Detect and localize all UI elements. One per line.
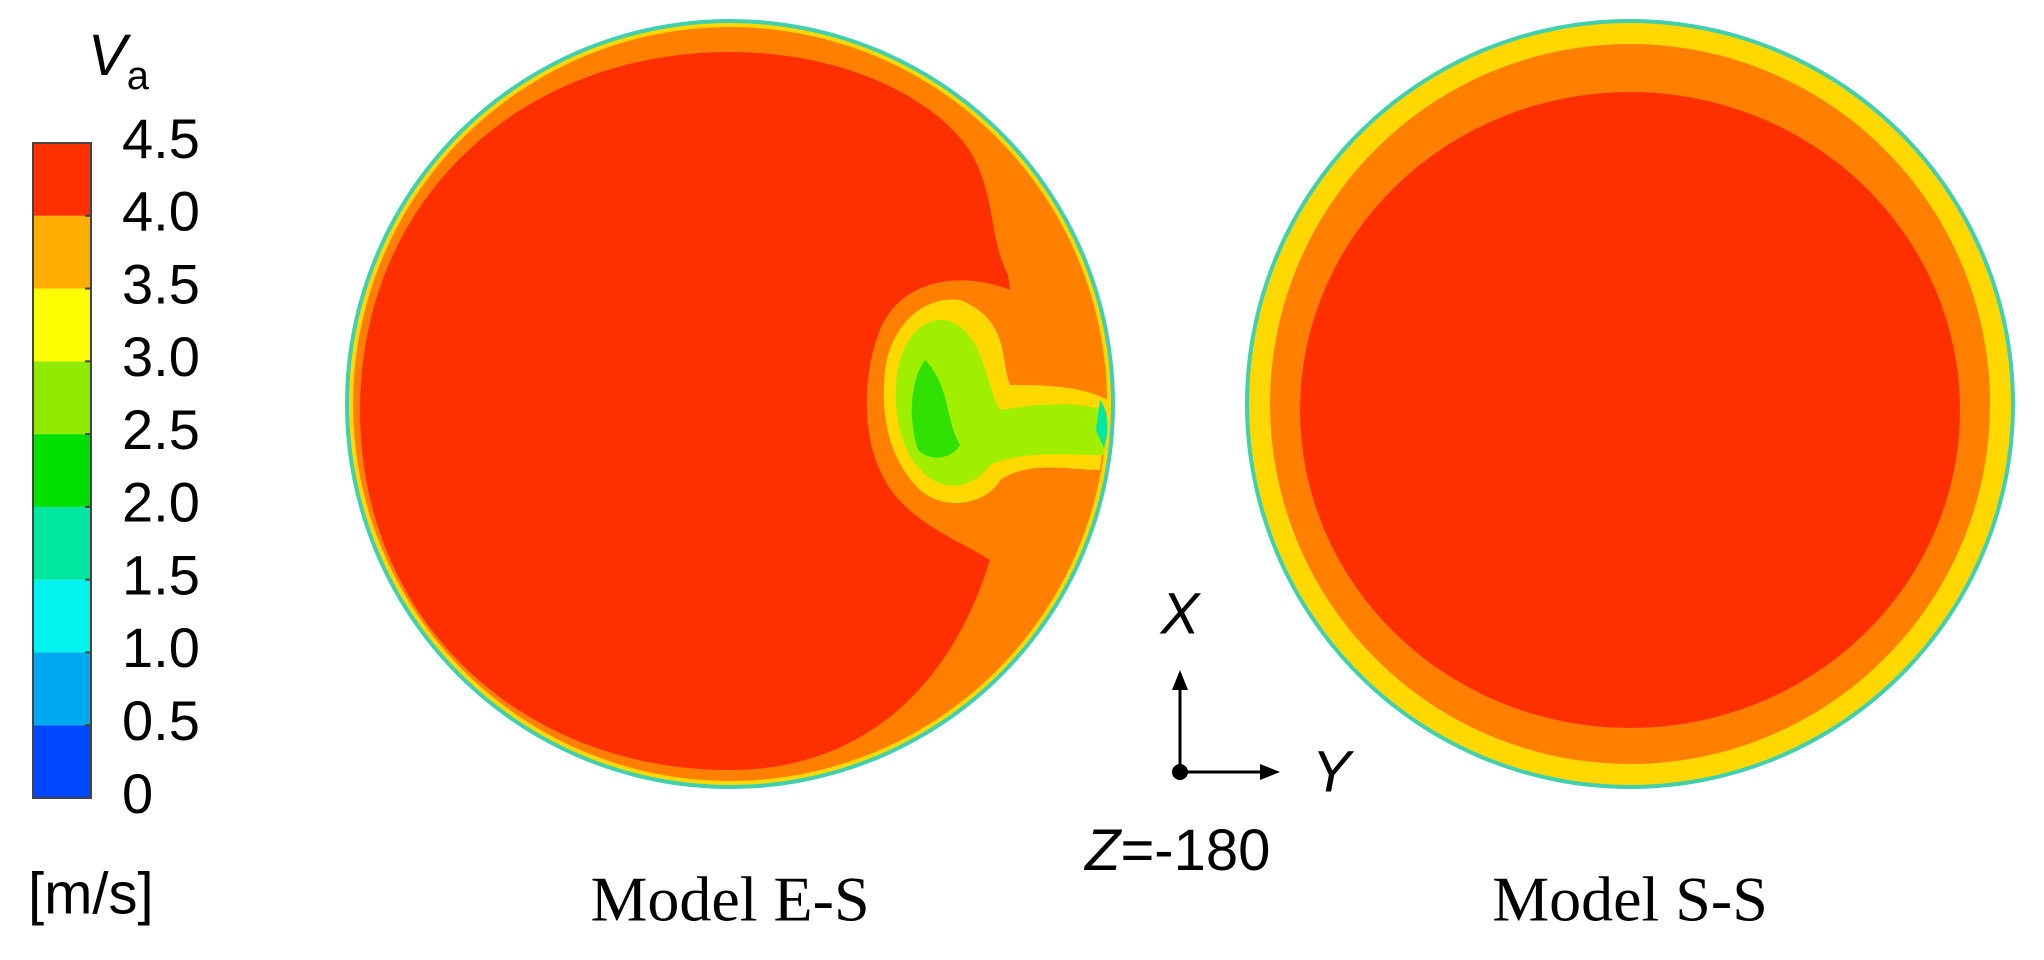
axes-triad (1172, 670, 1280, 780)
core-red (1300, 92, 1960, 728)
origin (1172, 764, 1188, 780)
wall-spot (1096, 400, 1108, 448)
colorbar-band (33, 143, 91, 216)
colorbar-subscript: a (127, 54, 150, 98)
x-label: X (1159, 581, 1202, 646)
y-arrow-head (1260, 764, 1280, 780)
colorbar-tick-label: 4.5 (122, 107, 200, 170)
colorbar-unit: [m/s] (28, 861, 154, 926)
contour-e-s (345, 19, 1115, 789)
colorbar-band (33, 288, 91, 362)
contour-s-s (1245, 19, 2015, 789)
colorbar-tick-label: 4.0 (122, 180, 200, 243)
colorbar-tick-label: 0 (122, 762, 153, 825)
colorbar-title: Va (88, 23, 150, 97)
panel-label: Model E-S (590, 864, 869, 935)
colorbar-band (33, 215, 91, 289)
colorbar-band (33, 725, 91, 798)
z-name: Z (1083, 818, 1123, 883)
z-label: Z=-180 (1083, 818, 1270, 883)
blob-green (911, 360, 960, 458)
colorbar-band (33, 361, 91, 435)
z-value: =-180 (1120, 818, 1270, 883)
colorbar-band (33, 579, 91, 653)
colorbar-tick-label: 3.5 (122, 252, 200, 315)
colorbar-band (33, 506, 91, 580)
core-red (360, 52, 1010, 770)
colorbar-band (33, 434, 91, 507)
colorbar-tick-label: 2.5 (122, 398, 200, 461)
colorbar: 0 0.5 1.0 1.5 2.0 2.5 3.0 3.5 4.0 4.5 (32, 107, 200, 825)
colorbar-tick-label: 2.0 (122, 471, 200, 534)
colorbar-tick-label: 1.5 (122, 543, 200, 606)
colorbar-frame (32, 142, 92, 799)
colorbar-tick-label: 0.5 (122, 689, 200, 752)
colorbar-tick-label: 3.0 (122, 325, 200, 388)
colorbar-symbol: V (88, 23, 132, 88)
y-label: Y (1312, 739, 1355, 804)
colorbar-tick-label: 1.0 (122, 616, 200, 679)
x-arrow-head (1172, 670, 1188, 690)
colorbar-band (33, 652, 91, 726)
panel-label: Model S-S (1492, 864, 1768, 935)
